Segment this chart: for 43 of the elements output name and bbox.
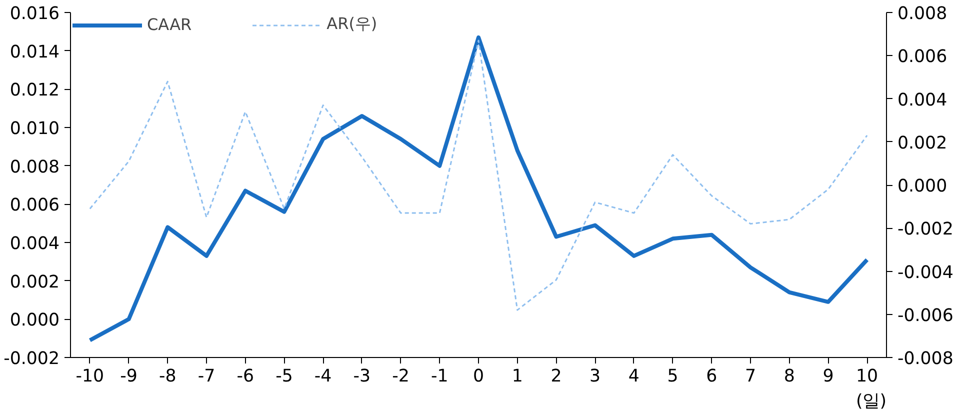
x-axis-title: (일) [856, 392, 887, 412]
x-tick-label: 3 [590, 366, 601, 386]
x-tick-label: -4 [314, 366, 332, 386]
x-tick-label: 9 [822, 366, 834, 386]
x-tick-label: -1 [431, 366, 448, 386]
x-tick-label: 8 [784, 366, 795, 386]
y2-tick-label: -0.004 [898, 262, 954, 283]
x-tick-label: 6 [706, 366, 718, 386]
x-tick-label: -10 [76, 366, 104, 386]
y-tick-label: 0.008 [10, 157, 60, 178]
x-tick-label: -8 [159, 366, 176, 386]
y-tick-label: 0.012 [10, 80, 60, 101]
x-tick-label: 4 [628, 366, 640, 386]
y-tick-label: 0.004 [10, 234, 60, 254]
y2-tick-label: -0.002 [898, 220, 954, 240]
y-tick-label: 0.014 [10, 42, 60, 62]
y-tick-label: 0.002 [10, 272, 60, 292]
legend-label: AR(우) [326, 14, 378, 35]
x-tick-label: 1 [512, 366, 523, 386]
x-tick-label: 5 [667, 366, 678, 386]
y2-tick-label: 0.008 [898, 4, 948, 24]
y2-tick-label: 0.000 [898, 176, 948, 196]
y-tick-label: 0.000 [10, 310, 60, 331]
y-tick-label: -0.002 [4, 349, 60, 369]
y-tick-label: 0.016 [10, 4, 60, 24]
x-tick-label: -2 [392, 366, 410, 386]
x-tick-label: -6 [236, 366, 254, 386]
x-tick-label: -9 [120, 366, 138, 386]
y2-tick-label: 0.002 [898, 133, 948, 154]
y-tick-label: 0.006 [10, 196, 60, 216]
x-tick-label: 10 [856, 366, 878, 386]
x-tick-label: -7 [198, 366, 216, 386]
y2-tick-label: 0.004 [898, 90, 948, 110]
x-tick-label: -3 [353, 366, 371, 386]
legend-label: CAAR [147, 15, 192, 34]
x-tick-label: 7 [744, 366, 756, 386]
y2-tick-label: -0.008 [898, 349, 954, 369]
y2-tick-label: 0.006 [898, 47, 948, 68]
y2-tick-label: -0.006 [898, 306, 954, 326]
x-tick-label: 0 [472, 366, 484, 386]
y-tick-label: 0.010 [10, 119, 60, 139]
x-tick-label: 2 [550, 366, 562, 386]
x-tick-label: -5 [276, 366, 293, 386]
